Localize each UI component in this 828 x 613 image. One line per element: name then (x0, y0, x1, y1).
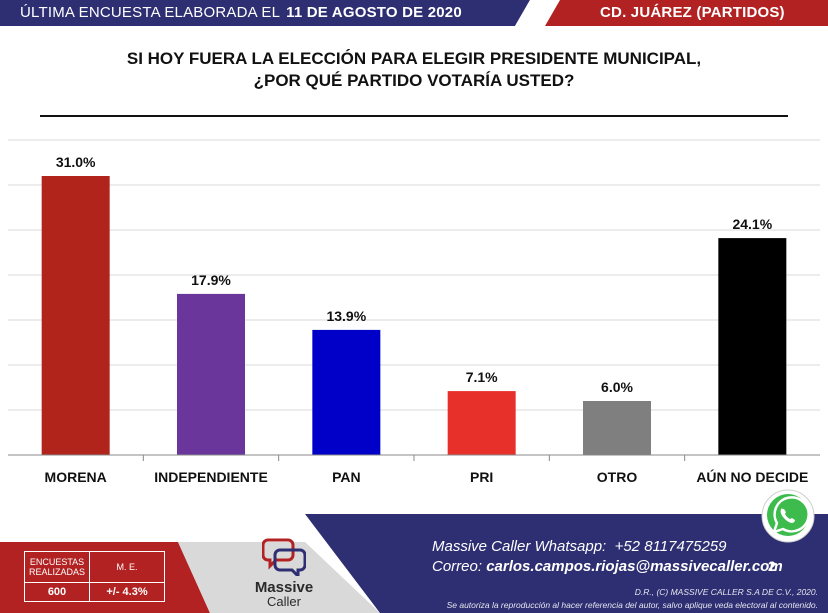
chart-category-labels: MORENA INDEPENDIENTE PAN PRI OTRO AÚN NO DECI… (45, 455, 808, 485)
chart-title-line-1: SI HOY FUERA LA ELECCIÓN PARA ELEGIR PRE… (126, 49, 702, 68)
category-label-2: PAN (332, 469, 361, 485)
category-label-1: INDEPENDIENTE (154, 469, 268, 485)
email-label: Correo: (432, 558, 483, 575)
whatsapp-icon[interactable] (760, 488, 816, 544)
page-number: 2 (768, 558, 776, 574)
logo-subname: Caller (267, 594, 301, 609)
header-left-label: ÚLTIMA ENCUESTA ELABORADA EL (20, 4, 281, 21)
header-survey-date: ÚLTIMA ENCUESTA ELABORADA EL 11 DE AGOSTO… (20, 4, 462, 21)
chat-bubbles-logo-icon (261, 538, 307, 580)
email-address[interactable]: carlos.campos.riojas@massivecaller.com (486, 558, 783, 575)
header-region: CD. JUÁREZ (PARTIDOS) (600, 4, 785, 21)
data-label-5: 24.1% (732, 216, 772, 232)
data-label-2: 13.9% (326, 308, 366, 324)
bar-2 (312, 329, 381, 455)
bar-1 (177, 293, 245, 455)
surveys-label: ENCUESTAS REALIZADAS (24, 551, 90, 583)
massive-caller-logo: Massive Caller (248, 536, 320, 608)
whatsapp-number: +52 8117475259 (614, 538, 727, 555)
data-label-1: 17.9% (191, 272, 231, 288)
email-contact: Correo: carlos.campos.riojas@massivecall… (432, 558, 783, 575)
data-label-0: 31.0% (56, 154, 96, 170)
survey-stats-table: ENCUESTAS REALIZADAS M. E. 600 +/- 4.3% (24, 551, 165, 602)
header-bar: ÚLTIMA ENCUESTA ELABORADA EL 11 DE AGOSTO… (0, 0, 828, 26)
title-divider (40, 115, 788, 117)
category-label-4: OTRO (597, 469, 638, 485)
whatsapp-contact: Massive Caller Whatsapp: +52 8117475259 (432, 538, 727, 555)
legal-notice: Se autoriza la reproducción al hacer ref… (446, 600, 818, 610)
data-label-3: 7.1% (466, 369, 498, 385)
margin-error-label: M. E. (89, 551, 165, 583)
data-label-4: 6.0% (601, 379, 633, 395)
legal-copyright: D.R., (C) MASSIVE CALLER S.A DE C.V., 20… (634, 587, 818, 597)
margin-error-value: +/- 4.3% (89, 582, 165, 602)
chart-bars (41, 176, 787, 455)
chart-title-line-2: ¿POR QUÉ PARTIDO VOTARÍA USTED? (253, 71, 575, 90)
whatsapp-label: Massive Caller Whatsapp: (432, 538, 607, 555)
chart-data-labels: 31.0% 17.9% 13.9% 7.1% 6.0% 24.1% (56, 154, 773, 395)
chart-gridlines (8, 139, 820, 456)
bar-3 (447, 391, 516, 455)
category-label-5: AÚN NO DECIDE (696, 468, 808, 485)
category-label-3: PRI (470, 469, 493, 485)
bar-5 (718, 238, 787, 455)
chart-title: SI HOY FUERA LA ELECCIÓN PARA ELEGIR PRE… (0, 48, 828, 92)
header-date: 11 DE AGOSTO DE 2020 (286, 4, 462, 21)
category-label-0: MORENA (45, 469, 107, 485)
bar-4 (583, 401, 651, 455)
bar-0 (41, 176, 110, 455)
bar-chart: 31.0% 17.9% 13.9% 7.1% 6.0% 24.1% MORENA INDEP… (8, 139, 820, 485)
surveys-value: 600 (24, 582, 90, 602)
logo-name: Massive (254, 579, 314, 596)
header-background (0, 0, 828, 26)
